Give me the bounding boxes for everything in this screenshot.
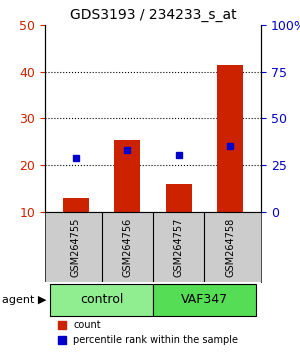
Bar bbox=[114, 139, 140, 212]
Bar bbox=[166, 184, 192, 212]
Text: VAF347: VAF347 bbox=[181, 293, 228, 306]
Text: GSM264757: GSM264757 bbox=[174, 218, 184, 277]
FancyBboxPatch shape bbox=[153, 284, 256, 316]
FancyBboxPatch shape bbox=[50, 284, 153, 316]
Text: count: count bbox=[73, 320, 101, 330]
Text: GSM264756: GSM264756 bbox=[122, 218, 132, 277]
Text: percentile rank within the sample: percentile rank within the sample bbox=[73, 335, 238, 344]
Bar bbox=[217, 65, 243, 212]
Text: control: control bbox=[80, 293, 123, 306]
Bar bbox=[63, 198, 89, 212]
Text: agent ▶: agent ▶ bbox=[2, 295, 46, 305]
Text: GSM264755: GSM264755 bbox=[71, 218, 81, 277]
Text: GSM264758: GSM264758 bbox=[225, 218, 235, 277]
Title: GDS3193 / 234233_s_at: GDS3193 / 234233_s_at bbox=[70, 8, 236, 22]
